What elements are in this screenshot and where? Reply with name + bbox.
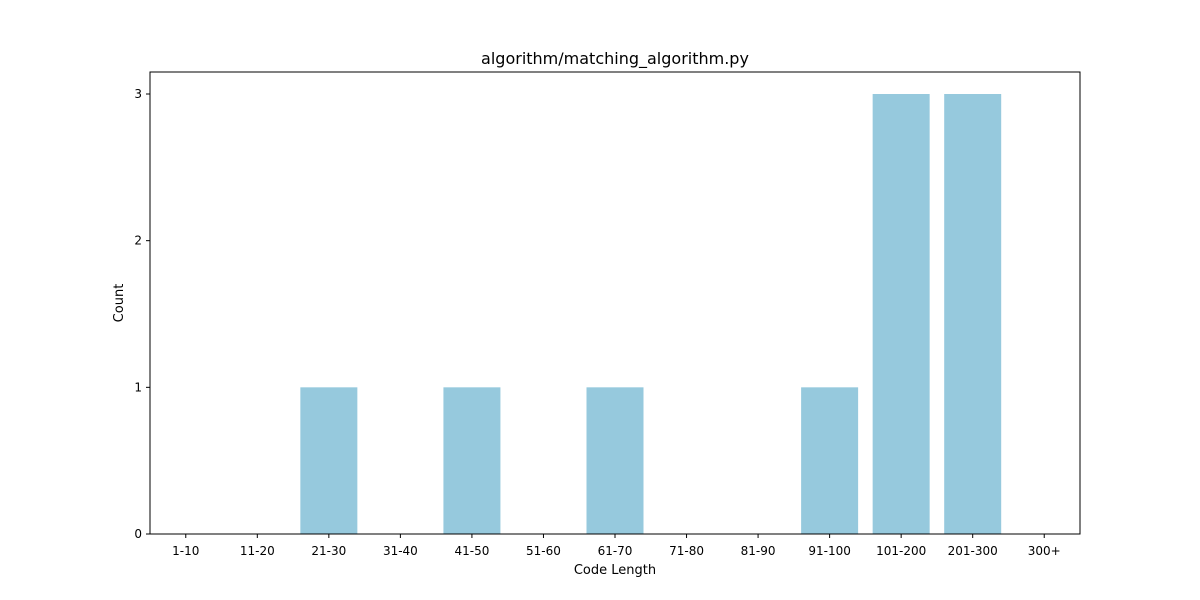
- x-tick-label: 41-50: [454, 544, 489, 558]
- x-axis: 1-10 11-20 21-30 31-40 41-50 51-60 61-70 71-80 8…: [172, 534, 1061, 558]
- x-tick-label: 71-80: [669, 544, 704, 558]
- bars-group: [300, 94, 1002, 534]
- bar-101-200: [872, 94, 930, 534]
- bar-41-50: [443, 387, 501, 534]
- bar-91-100: [801, 387, 859, 534]
- x-tick-label: 91-100: [808, 544, 851, 558]
- y-tick-label: 0: [134, 527, 142, 541]
- y-axis-label: Count: [112, 284, 127, 323]
- x-tick-label: 81-90: [741, 544, 776, 558]
- bar-201-300: [944, 94, 1002, 534]
- y-tick-label: 2: [134, 234, 142, 248]
- x-tick-label: 201-300: [948, 544, 998, 558]
- y-tick-label: 1: [134, 380, 142, 394]
- x-tick-label: 101-200: [876, 544, 926, 558]
- x-tick-label: 300+: [1028, 544, 1061, 558]
- x-tick-label: 21-30: [311, 544, 346, 558]
- x-tick-label: 1-10: [172, 544, 199, 558]
- y-tick-label: 3: [134, 87, 142, 101]
- chart-title: algorithm/matching_algorithm.py: [481, 49, 749, 69]
- y-axis: 0 1 2 3: [134, 87, 150, 541]
- x-axis-label: Code Length: [574, 563, 656, 578]
- x-tick-label: 61-70: [598, 544, 633, 558]
- bar-61-70: [586, 387, 644, 534]
- x-tick-label: 31-40: [383, 544, 418, 558]
- bar-21-30: [300, 387, 358, 534]
- x-tick-label: 11-20: [240, 544, 275, 558]
- x-tick-label: 51-60: [526, 544, 561, 558]
